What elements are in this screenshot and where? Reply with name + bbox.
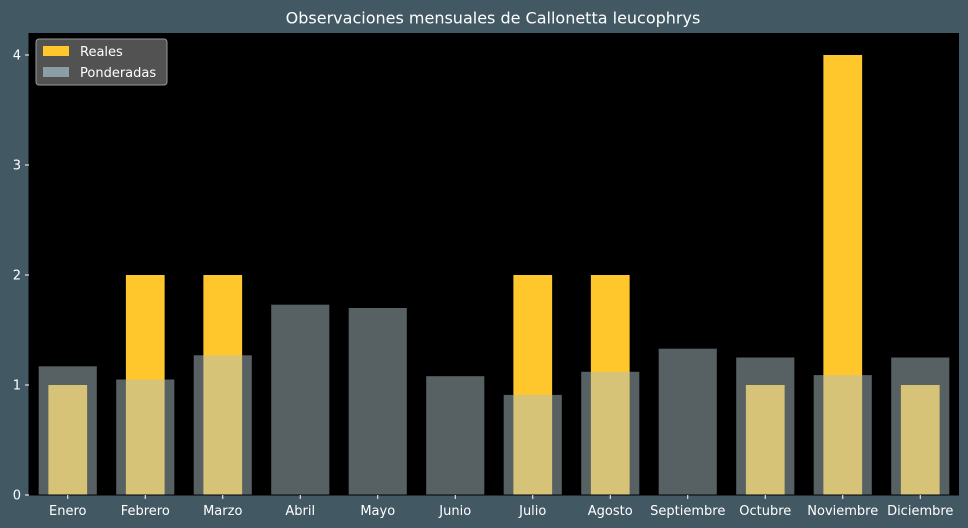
bar-ponderadas-abril <box>271 304 330 495</box>
x-tick-label-enero: Enero <box>49 504 87 519</box>
x-tick-label-julio: Julio <box>518 504 546 519</box>
y-tick-label: 1 <box>13 379 21 394</box>
bar-ponderadas-marzo <box>193 355 252 495</box>
x-tick-label-diciembre: Diciembre <box>887 504 953 519</box>
bar-ponderadas-octubre <box>736 357 795 495</box>
y-tick-label: 0 <box>13 489 21 504</box>
legend-swatch-ponderadas <box>43 67 69 77</box>
chart-title: Observaciones mensuales de Callonetta le… <box>286 9 701 28</box>
x-tick-label-agosto: Agosto <box>588 504 633 519</box>
bar-ponderadas-enero <box>38 366 97 495</box>
bar-ponderadas-agosto <box>581 371 640 495</box>
x-tick-label-noviembre: Noviembre <box>807 504 878 519</box>
x-tick-label-abril: Abril <box>285 504 315 519</box>
legend-label-ponderadas: Ponderadas <box>80 66 156 81</box>
x-tick-label-junio: Junio <box>438 504 471 519</box>
legend-swatch-reales <box>43 46 69 56</box>
bar-ponderadas-septiembre <box>658 348 717 495</box>
series-ponderadas <box>38 304 950 495</box>
x-tick-label-octubre: Octubre <box>739 504 791 519</box>
legend-label-reales: Reales <box>80 45 123 60</box>
x-axis: Enero Febrero Marzo Abril Mayo Junio Julio Agos… <box>29 494 959 519</box>
bar-ponderadas-junio <box>426 376 485 495</box>
x-tick-label-septiembre: Septiembre <box>650 504 725 519</box>
x-tick-label-febrero: Febrero <box>121 504 170 519</box>
y-tick-label: 3 <box>13 159 21 174</box>
y-tick-label: 2 <box>13 269 21 284</box>
bar-ponderadas-febrero <box>116 379 175 495</box>
legend: Reales Ponderadas <box>35 38 168 86</box>
bar-ponderadas-diciembre <box>891 357 950 495</box>
x-tick-label-marzo: Marzo <box>203 504 242 519</box>
y-axis: 0 1 2 3 4 <box>13 33 30 504</box>
plot-area <box>29 33 959 495</box>
y-tick-label: 4 <box>13 49 21 64</box>
bar-ponderadas-noviembre <box>813 375 872 495</box>
bar-ponderadas-julio <box>503 394 562 495</box>
x-tick-label-mayo: Mayo <box>360 504 395 519</box>
bar-ponderadas-mayo <box>348 308 407 495</box>
